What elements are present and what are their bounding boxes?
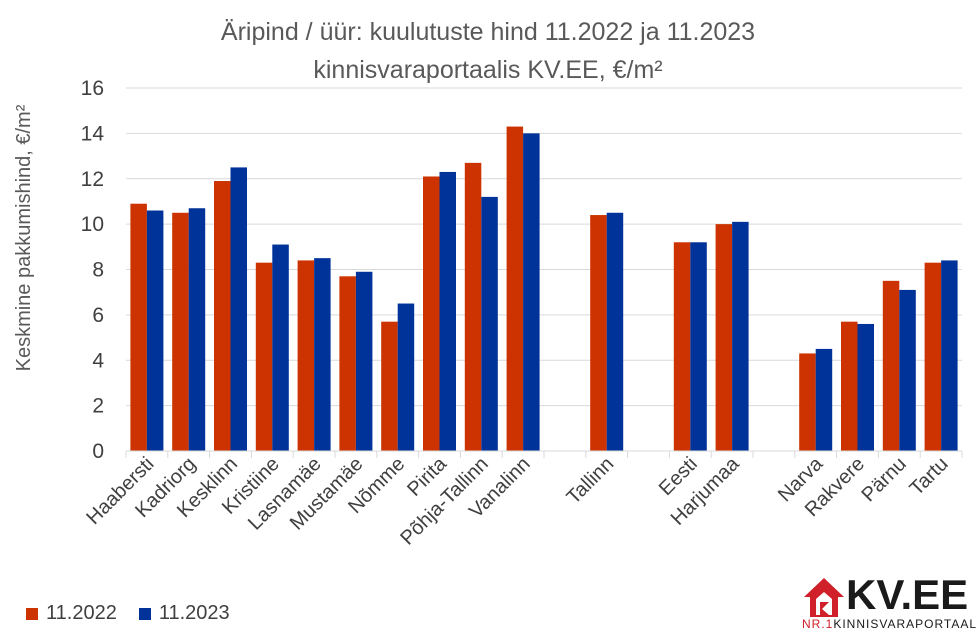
bar-11.2022-Haabersti: [130, 203, 147, 451]
legend-swatch-2023: [138, 607, 151, 620]
logo-sub-text: KINNISVARAPORTAAL: [833, 617, 976, 631]
bar-11.2022-Pärnu: [882, 280, 900, 451]
bar-11.2022-Lasnamäe: [297, 260, 315, 451]
legend-swatch-2022: [26, 607, 38, 620]
bar-11.2022-Pirita: [423, 176, 440, 451]
bar-11.2023-Vanalinn: [523, 133, 540, 451]
bar-11.2023-Rakvere: [857, 323, 874, 451]
bar-11.2023-Eesti: [690, 242, 707, 451]
legend-item-2023: 11.2023: [138, 602, 230, 625]
bar-11.2023-Haabersti: [146, 210, 164, 451]
bar-11.2023-Tallinn: [606, 212, 624, 451]
y-tick-label: 6: [92, 304, 104, 327]
bar-11.2023-Pirita: [439, 171, 456, 451]
y-tick-label: 12: [81, 168, 104, 191]
bar-11.2022-Rakvere: [841, 321, 858, 451]
bar-11.2023-Harjumaa: [732, 221, 749, 451]
bar-11.2022-Nõmme: [381, 321, 398, 451]
bar-11.2022-Põhja-Tallinn: [464, 162, 482, 451]
legend-item-2022: 11.2022: [26, 602, 117, 625]
y-axis-label: Keskmine pakkumishind, €/m²: [13, 104, 35, 371]
bar-11.2023-Kristiine: [272, 244, 289, 451]
chart-title-line-2: kinnisvaraportaalis KV.EE, €/m²: [313, 56, 662, 84]
bar-11.2023-Pärnu: [899, 289, 916, 451]
y-tick-labels: 0 2 4 6 8 10 12 14 16: [81, 77, 105, 463]
bar-11.2022-Eesti: [673, 242, 691, 451]
bar-11.2022-Narva: [799, 353, 816, 451]
bars: [130, 126, 958, 452]
y-tick-label: 10: [81, 213, 104, 236]
bar-11.2022-Mustamäe: [339, 276, 356, 451]
x-tick-label: Tallinn: [563, 453, 619, 509]
x-tick-label: Tartu: [906, 453, 953, 500]
logo-sub-prefix: NR.1: [802, 617, 834, 631]
bar-11.2022-Harjumaa: [715, 224, 733, 451]
y-tick-label: 8: [92, 259, 104, 282]
bar-11.2023-Põhja-Tallinn: [481, 196, 498, 451]
bar-11.2023-Kadriorg: [188, 208, 206, 451]
bar-11.2023-Tartu: [941, 260, 958, 451]
y-tick-label: 16: [81, 77, 104, 100]
gridlines: [126, 87, 962, 452]
bar-11.2022-Tartu: [924, 262, 942, 451]
bar-11.2023-Narva: [815, 348, 833, 451]
kv-ee-logo: KV.EE NR.1KINNISVARAPORTAAL: [800, 571, 976, 633]
x-tick-label: Pärnu: [858, 453, 911, 506]
bar-11.2022-Vanalinn: [506, 126, 524, 451]
bar-11.2022-Kesklinn: [214, 181, 231, 452]
bar-11.2022-Tallinn: [590, 215, 607, 451]
x-tick-labels: HaaberstiKadriorgKesklinnKristiineLasnam…: [82, 452, 952, 549]
chart-title-line-1: Äripind / üür: kuulutuste hind 11.2022 j…: [221, 18, 755, 46]
bar-11.2023-Nõmme: [397, 303, 415, 451]
bar-11.2023-Mustamäe: [355, 271, 373, 451]
legend-label-2022: 11.2022: [46, 602, 117, 624]
bar-11.2023-Lasnamäe: [314, 258, 331, 451]
legend: 11.2022 11.2023: [26, 602, 252, 625]
y-tick-label: 14: [81, 122, 105, 145]
logo-text: KV.EE: [846, 571, 969, 618]
y-tick-label: 4: [92, 349, 104, 372]
bar-11.2022-Kadriorg: [172, 212, 189, 451]
bar-11.2022-Kristiine: [255, 262, 273, 451]
logo-subtitle: NR.1KINNISVARAPORTAAL: [802, 617, 976, 631]
axes: [125, 450, 963, 458]
house-icon: [804, 578, 844, 617]
y-tick-label: 2: [92, 395, 104, 418]
y-tick-label: 0: [92, 440, 104, 463]
bar-11.2023-Kesklinn: [230, 167, 247, 451]
legend-label-2023: 11.2023: [158, 602, 230, 624]
